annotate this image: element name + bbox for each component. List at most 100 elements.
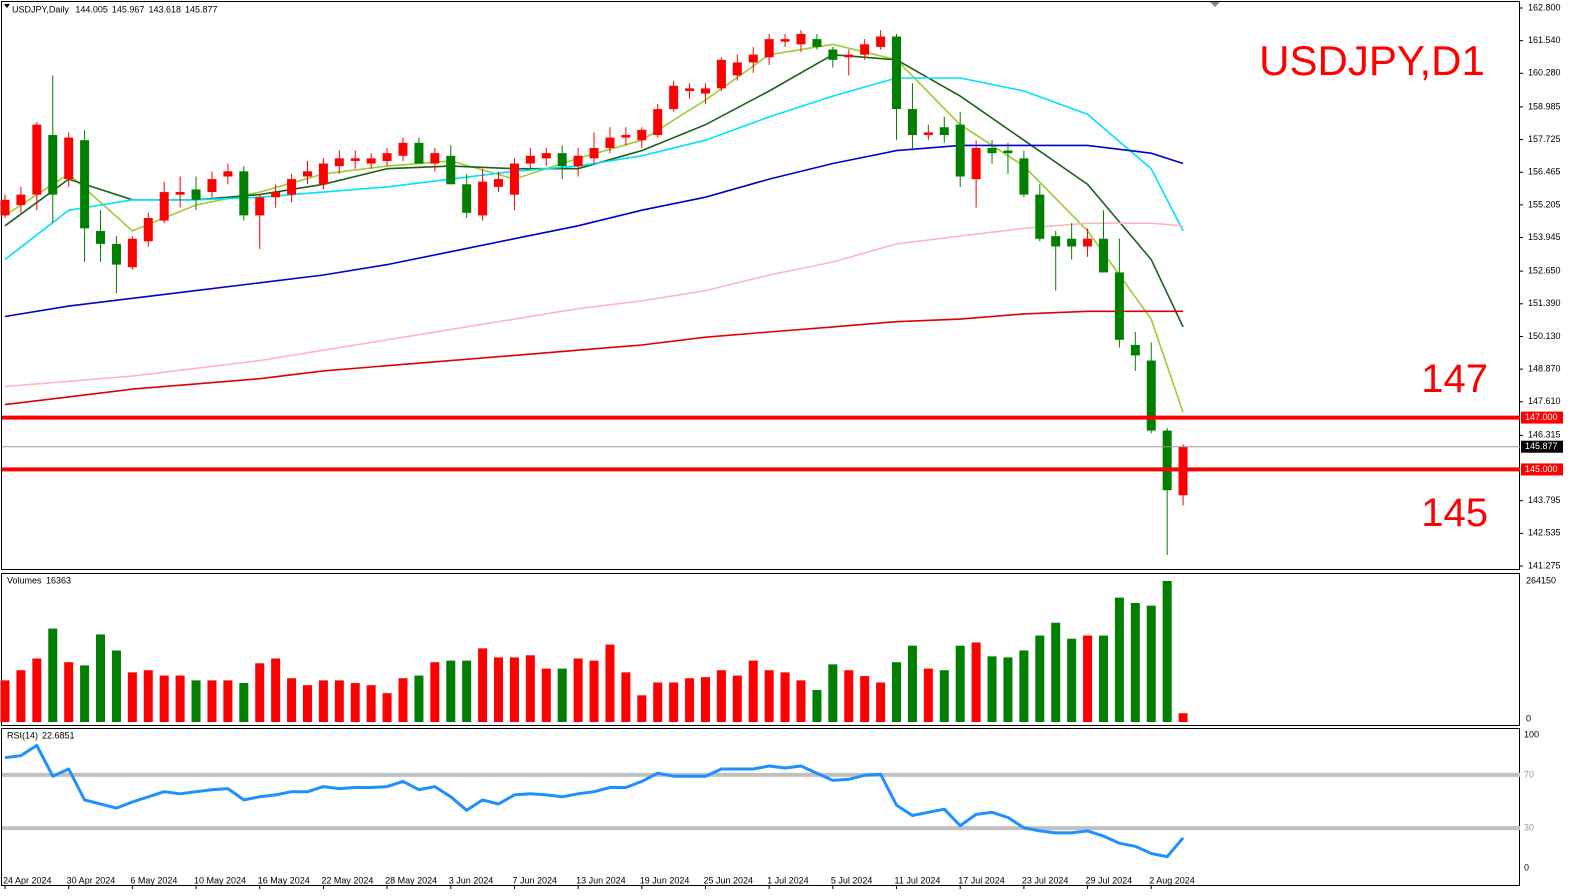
y-tick-label: 264150 — [1526, 575, 1556, 585]
candle-body — [414, 142, 424, 164]
x-tick-label: 23 Jul 2024 — [1022, 875, 1069, 885]
candle-body — [1114, 272, 1124, 340]
x-tick-label: 17 Jul 2024 — [958, 875, 1005, 885]
volume-bar — [111, 650, 121, 722]
candle-body — [573, 155, 583, 167]
candle-body — [876, 36, 886, 47]
volume-bar — [1067, 638, 1077, 722]
volume-bar — [923, 668, 933, 722]
candle-body — [478, 181, 488, 216]
volume-bar — [525, 655, 535, 722]
candle-body — [621, 135, 631, 138]
candle-body — [318, 163, 328, 185]
candle-body — [828, 49, 838, 60]
volume-bar — [764, 670, 774, 722]
volume-bar — [732, 675, 742, 722]
volume-bar — [271, 658, 281, 722]
volume-bar — [621, 672, 631, 722]
candle-body — [334, 158, 344, 167]
volume-bar — [1003, 657, 1013, 722]
candle-body — [207, 179, 217, 193]
y-tick-label: 161.540 — [1528, 35, 1561, 45]
level-label: 145.000 — [1525, 464, 1558, 474]
volume-bar — [1146, 605, 1156, 722]
candle-body — [255, 197, 265, 216]
y-tick-label: 100 — [1524, 729, 1539, 739]
volume-bar — [32, 658, 42, 722]
volume-bar — [573, 658, 583, 722]
candle-body — [1019, 158, 1029, 195]
y-tick-label: 162.800 — [1528, 2, 1561, 12]
rsi-panel — [1, 728, 1520, 886]
candle-body — [907, 109, 917, 136]
candle-body — [923, 132, 933, 136]
candle-body — [812, 39, 822, 47]
volume-bar — [318, 680, 328, 722]
candle-body — [191, 189, 201, 200]
y-tick-label: 146.315 — [1528, 430, 1561, 440]
x-tick-label: 2 Aug 2024 — [1149, 875, 1195, 885]
candle-body — [987, 147, 997, 154]
y-tick-label: 151.390 — [1528, 298, 1561, 308]
candle-body — [1083, 238, 1093, 247]
y-tick-label: 156.465 — [1528, 167, 1561, 177]
volume-bar — [80, 665, 90, 722]
x-tick-label: 16 May 2024 — [258, 875, 310, 885]
volume-bar — [446, 660, 456, 722]
candle-body — [732, 62, 742, 76]
menu-icon — [4, 4, 10, 8]
volume-bar — [462, 660, 472, 722]
volume-bar — [382, 693, 392, 722]
y-tick-label: 160.280 — [1528, 68, 1561, 78]
volume-bar — [287, 678, 297, 722]
volume-bar — [541, 668, 551, 722]
candle-body — [1035, 194, 1045, 239]
rsi-line — [4, 743, 1185, 859]
rsi-label: RSI(14) — [7, 730, 38, 740]
y-tick-label: 155.205 — [1528, 199, 1561, 209]
x-tick-label: 24 Apr 2024 — [3, 875, 52, 885]
candle-body — [80, 140, 90, 229]
candle-body — [939, 127, 949, 136]
volume-bar — [398, 678, 408, 722]
x-tick-label: 30 Apr 2024 — [67, 875, 116, 885]
volume-bar — [366, 685, 376, 722]
candle-body — [955, 124, 965, 177]
volume-bar — [175, 675, 185, 722]
candle-body — [239, 171, 249, 216]
candle-body — [446, 155, 456, 185]
candle-body — [541, 153, 551, 159]
volume-bar — [414, 675, 424, 722]
candle-body — [366, 158, 376, 164]
volume-bar — [16, 670, 26, 722]
volume-bar — [1019, 650, 1029, 722]
candle-body — [1098, 238, 1108, 273]
current-price-box — [1521, 440, 1563, 453]
volume-bar — [1178, 713, 1188, 722]
candle-body — [430, 153, 440, 164]
volume-bar — [509, 657, 519, 722]
candle-body — [700, 88, 710, 94]
candle-body — [557, 153, 567, 167]
volume-bar — [812, 689, 822, 722]
x-tick-label: 6 May 2024 — [130, 875, 177, 885]
volume-bar — [796, 680, 806, 722]
volume-bar — [780, 672, 790, 722]
x-tick-label: 1 Jul 2024 — [767, 875, 809, 885]
candle-body — [780, 39, 790, 42]
volume-bar — [159, 675, 169, 722]
volume-bar — [96, 634, 106, 722]
volume-bar — [191, 680, 201, 722]
candle-body — [350, 158, 360, 161]
x-tick-label: 19 Jun 2024 — [640, 875, 690, 885]
y-tick-label: 0 — [1524, 862, 1529, 872]
volume-bar — [430, 662, 440, 722]
volume-bar — [1114, 597, 1124, 722]
volume-bar — [302, 685, 312, 722]
candle-body — [716, 59, 726, 89]
volume-bar — [653, 682, 663, 722]
volume-bar — [828, 664, 838, 722]
